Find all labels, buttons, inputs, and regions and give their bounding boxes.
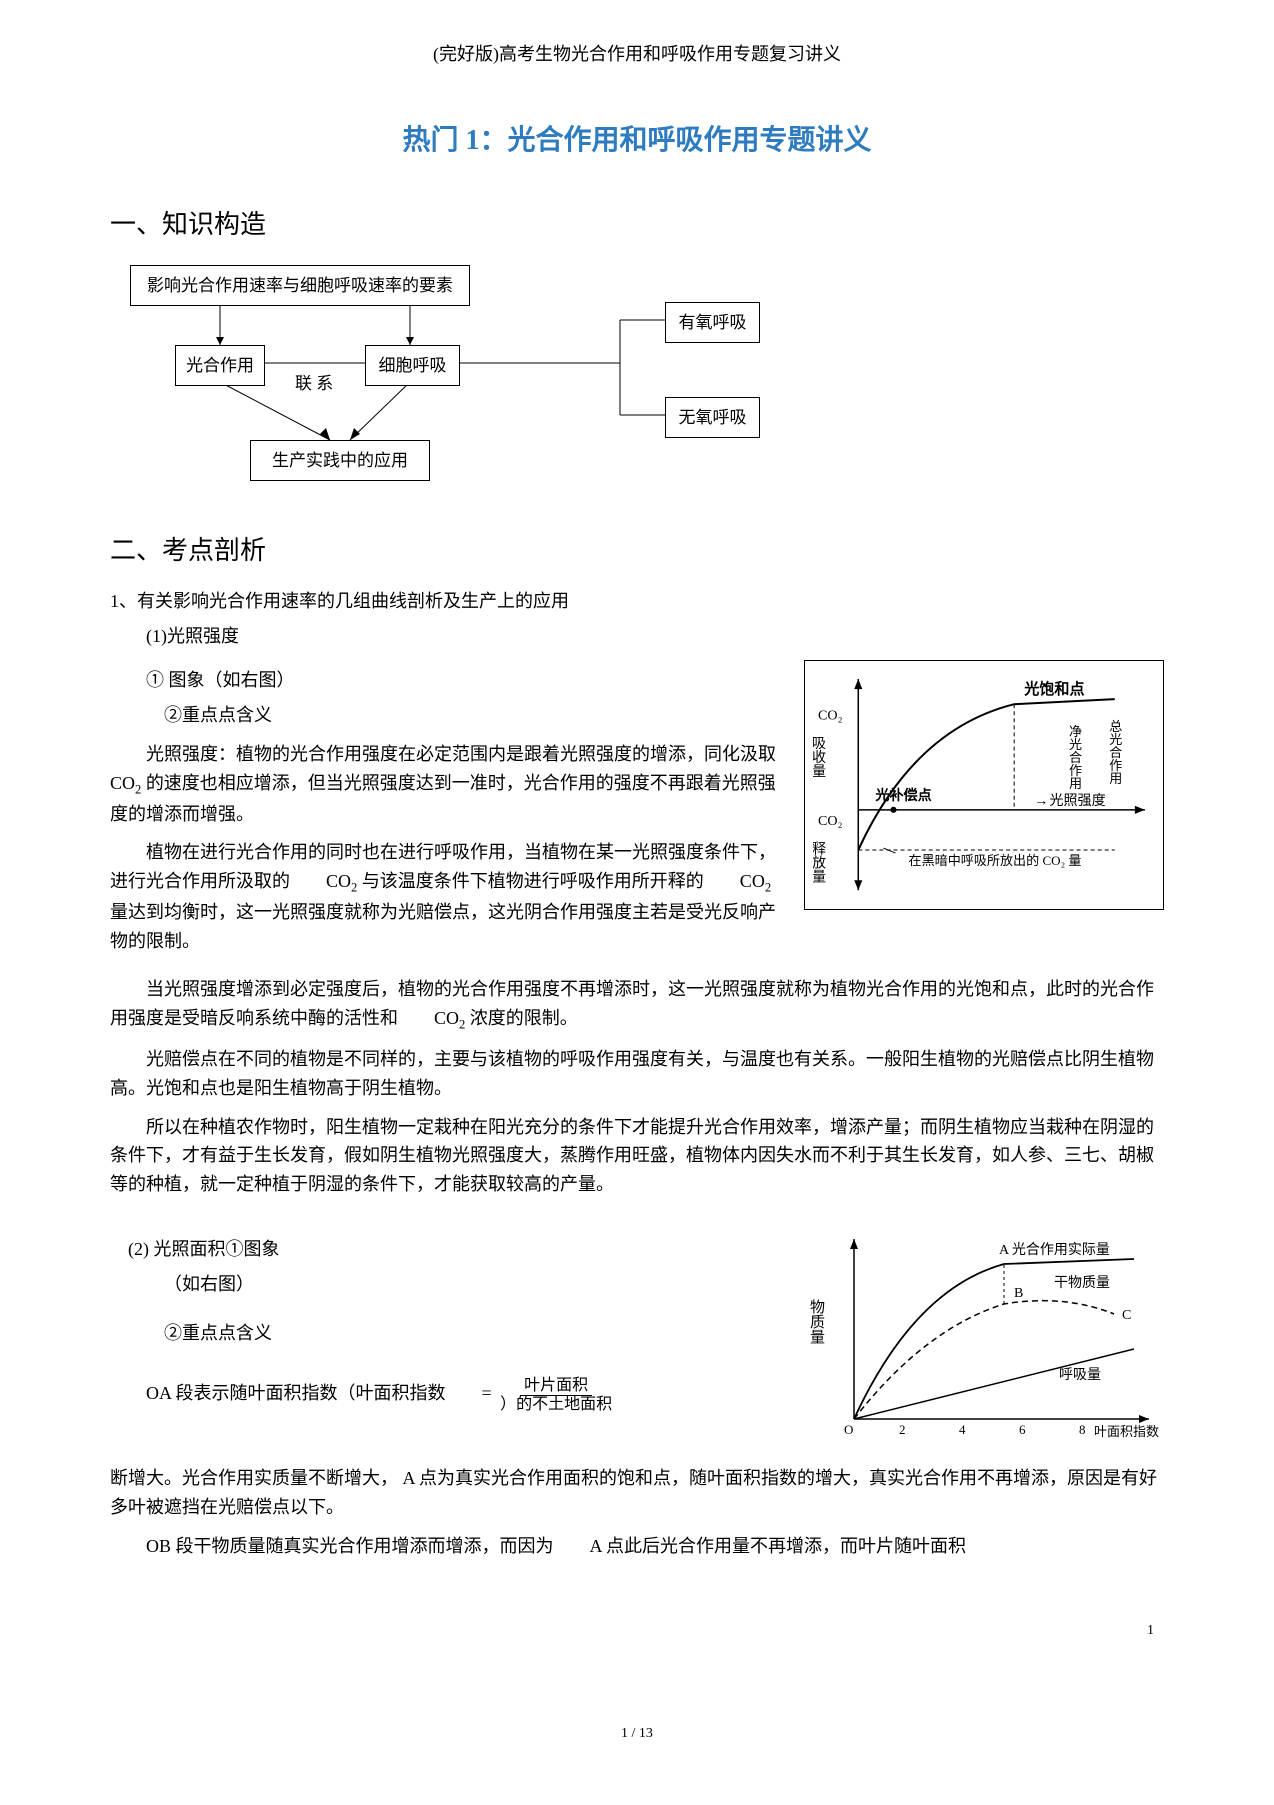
point-2-sub: （如右图） [164, 1270, 784, 1299]
paragraph-light-intensity: 光照强度：植物的光合作用强度在必定范围内是跟着光照强度的增添，同化汲取 CO2 … [110, 740, 784, 828]
flow-label-link: 联 系 [295, 370, 333, 397]
document-header: (完好版)高考生物光合作用和呼吸作用专题复习讲义 [110, 40, 1164, 69]
flow-box-top: 影响光合作用速率与细胞呼吸速率的要素 [130, 265, 470, 306]
svg-text:吸收量: 吸收量 [813, 736, 826, 779]
flow-box-respiration: 细胞呼吸 [365, 345, 460, 386]
paragraph-leaf-area-2: OB 段干物质量随真实光合作用增添而增添，而因为 A 点此后光合作用量不再增添，… [110, 1532, 1164, 1561]
p1b-text: 的速度也相应增添，但当光照强度达到一准时，光合作用的强度不再跟着光照强度的增添而… [110, 773, 776, 824]
p3a-text: 当光照强度增添到必定强度后，植物的光合作用强度不再增添时，这一光照强度就称为植物… [110, 979, 1154, 1028]
flow-box-application: 生产实践中的应用 [250, 440, 430, 481]
page-number-right: 1 [110, 1620, 1164, 1642]
paragraph-saturation-point: 当光照强度增添到必定强度后，植物的光合作用强度不再增添时，这一光照强度就称为植物… [110, 975, 1164, 1035]
svg-text:O: O [844, 1422, 853, 1437]
svg-text:CO₂: CO₂ [818, 708, 843, 724]
knowledge-structure-diagram: 影响光合作用速率与细胞呼吸速率的要素 光合作用 联 系 细胞呼吸 有氧呼吸 无氧… [120, 260, 880, 500]
leaf-area-fraction: 叶片面积 ）的不土地面积 [496, 1377, 616, 1413]
fraction-denominator: ）的不土地面积 [496, 1396, 616, 1414]
section-1-heading: 一、知识构造 [110, 204, 1164, 246]
svg-text:物质量: 物质量 [808, 1299, 825, 1344]
point-1-1b: ②重点点含义 [164, 701, 784, 730]
svg-text:B: B [1014, 1286, 1023, 1301]
paragraph-cultivation: 所以在种植农作物时，阳生植物一定栽种在阳光充分的条件下才能提升光合作用效率，增添… [110, 1113, 1164, 1199]
paragraph-compensation-point: 植物在进行光合作用的同时也在进行呼吸作用，当植物在某一光照强度条件下，进行光合作… [110, 838, 784, 955]
p2b-text: 与该温度条件下植物进行呼吸作用所开释的 CO [357, 871, 765, 891]
point-2-heading: (2) 光照面积①图象 [128, 1235, 784, 1264]
svg-text:叶面积指数: 叶面积指数 [1094, 1424, 1159, 1439]
figure-light-intensity: CO₂ 吸收量 CO₂ 释放量 光饱和点 光补偿点 净光合作用 总光合作用 → … [804, 660, 1164, 909]
svg-text:呼吸量: 呼吸量 [1059, 1367, 1101, 1383]
svg-text:在黑暗中呼吸所放出的 CO₂ 量: 在黑暗中呼吸所放出的 CO₂ 量 [909, 854, 1082, 869]
fraction-lead: OA 段表示随叶面积指数（叶面积指数 = [146, 1384, 496, 1404]
p3b-text: 浓度的限制。 [465, 1008, 578, 1028]
p2c-text: 量达到均衡时，这一光照强度就称为光赔偿点，这光阴合作用强度主若是受光反响产物的限… [110, 902, 776, 951]
main-title: 热门 1：光合作用和呼吸作用专题讲义 [110, 119, 1164, 164]
leaf-area-chart: 物质量 A 光合作用实际量 B C 干物质量 呼吸量 O 2 4 6 8 叶面积… [804, 1229, 1164, 1449]
svg-text:光照强度: 光照强度 [1049, 793, 1105, 809]
page-number-center: 1 / 13 [110, 1723, 1164, 1745]
flow-box-anaerobic: 无氧呼吸 [665, 397, 760, 438]
svg-text:释放量: 释放量 [813, 841, 826, 884]
paragraph-plant-comparison: 光赔偿点在不同的植物是不同样的，主要与该植物的呼吸作用强度有关，与温度也有关系。… [110, 1045, 1164, 1103]
flow-box-photosynthesis: 光合作用 [175, 345, 265, 386]
svg-text:4: 4 [959, 1422, 966, 1437]
light-intensity-chart: CO₂ 吸收量 CO₂ 释放量 光饱和点 光补偿点 净光合作用 总光合作用 → … [813, 669, 1155, 900]
svg-text:6: 6 [1019, 1422, 1026, 1437]
svg-text:CO₂: CO₂ [818, 813, 843, 829]
point-1-heading: 1、有关影响光合作用速率的几组曲线剖析及生产上的应用 [110, 587, 1164, 616]
svg-text:2: 2 [899, 1422, 906, 1437]
svg-text:干物质量: 干物质量 [1054, 1275, 1110, 1291]
point-1-1: (1)光照强度 [146, 622, 1164, 651]
svg-text:→: → [1034, 793, 1048, 809]
paragraph-leaf-area-1: 断增大。光合作用实质量不断增大， A 点为真实光合作用面积的饱和点，随叶面积指数… [110, 1464, 1164, 1522]
svg-text:总光合作用: 总光合作用 [1107, 720, 1122, 787]
point-2-b: ②重点点含义 [164, 1319, 784, 1348]
point-1-1a: ① 图象（如右图） [146, 666, 784, 695]
fraction-line: OA 段表示随叶面积指数（叶面积指数 = 叶片面积 ）的不土地面积 [146, 1377, 784, 1413]
svg-text:光饱和点: 光饱和点 [1023, 681, 1084, 699]
svg-text:光补偿点: 光补偿点 [874, 787, 931, 804]
section-2-heading: 二、考点剖析 [110, 530, 1164, 572]
figure-leaf-area: 物质量 A 光合作用实际量 B C 干物质量 呼吸量 O 2 4 6 8 叶面积… [804, 1229, 1164, 1449]
svg-text:净光合作用: 净光合作用 [1067, 725, 1082, 792]
fraction-numerator: 叶片面积 [520, 1377, 592, 1396]
flow-box-aerobic: 有氧呼吸 [665, 302, 760, 343]
svg-text:8: 8 [1079, 1422, 1086, 1437]
svg-text:C: C [1122, 1308, 1131, 1323]
svg-text:A 光合作用实际量: A 光合作用实际量 [999, 1242, 1110, 1258]
